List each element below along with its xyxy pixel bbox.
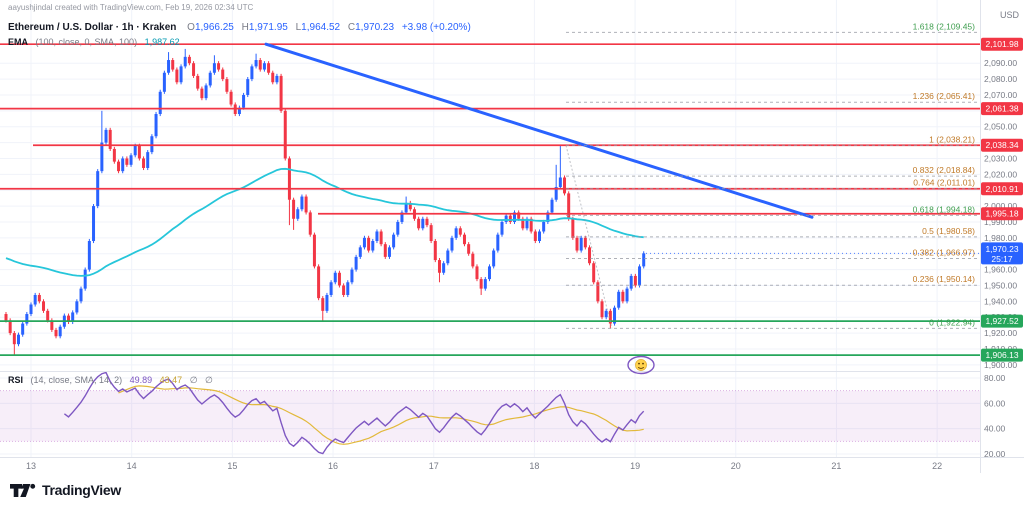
svg-text:2,020.00: 2,020.00 (984, 169, 1017, 179)
ohlc-low-value: 1,964.52 (301, 22, 341, 33)
svg-text:1,950.00: 1,950.00 (984, 280, 1017, 290)
svg-text:1 (2,038.21): 1 (2,038.21) (929, 134, 975, 144)
tradingview-logo-icon (10, 483, 36, 497)
rsi-line (63, 371, 645, 455)
svg-text:0 (1,922.94): 0 (1,922.94) (929, 317, 975, 327)
svg-text:1,960.00: 1,960.00 (984, 265, 1017, 275)
creator-line: aayushjindal created with TradingView.co… (8, 3, 254, 12)
rsi-ma-line (118, 385, 644, 445)
price-badge: 1,995.18 (981, 207, 1023, 221)
ema-legend[interactable]: EMA (100, close, 0, SMA, 100) 1,987.62 (8, 37, 180, 47)
svg-text:80.00: 80.00 (984, 373, 1006, 383)
svg-text:1,970.23: 1,970.23 (985, 244, 1018, 254)
ohlc-high-value: 1,971.95 (248, 22, 288, 33)
rsi-name: RSI (8, 375, 24, 385)
svg-text:2,101.98: 2,101.98 (985, 39, 1018, 49)
tradingview-logo[interactable]: TradingView (10, 482, 121, 498)
svg-text:0.5 (1,980.58): 0.5 (1,980.58) (922, 226, 975, 236)
rsi-legend[interactable]: RSI (14, close, SMA, 14, 2) 49.89 43.47 … (8, 375, 213, 386)
svg-text:0.236 (1,950.14): 0.236 (1,950.14) (913, 274, 976, 284)
descending-trendline[interactable] (264, 42, 814, 219)
svg-text:2,070.00: 2,070.00 (984, 90, 1017, 100)
svg-text:1,927.52: 1,927.52 (985, 316, 1018, 326)
svg-text:0.618 (1,994.18): 0.618 (1,994.18) (913, 204, 976, 214)
svg-text:1,990.00: 1,990.00 (984, 217, 1017, 227)
rsi-band (0, 390, 980, 442)
svg-text:2,061.38: 2,061.38 (985, 104, 1018, 114)
ema-name: EMA (8, 37, 28, 47)
svg-text:1,995.18: 1,995.18 (985, 209, 1018, 219)
svg-text:18: 18 (529, 461, 539, 471)
rsi-value: 49.89 (129, 375, 153, 385)
svg-text:13: 13 (26, 461, 36, 471)
svg-text:17: 17 (429, 461, 439, 471)
svg-text:20: 20 (731, 461, 741, 471)
symbol-title[interactable]: Ethereum / U.S. Dollar · 1h · Kraken (8, 22, 177, 33)
svg-text:2,000.00: 2,000.00 (984, 201, 1017, 211)
svg-text:2,010.91: 2,010.91 (985, 184, 1018, 194)
ema-value: 1,987.62 (144, 37, 180, 47)
face-emoji-icon (627, 355, 655, 375)
ohlc-open-value: 1,966.25 (194, 22, 234, 33)
svg-text:60.00: 60.00 (984, 398, 1006, 408)
price-badge: 2,010.91 (981, 182, 1023, 196)
face-emoji-sticker[interactable] (626, 355, 656, 380)
rsi-ma-value: 43.47 (159, 375, 183, 385)
symbol-legend[interactable]: Ethereum / U.S. Dollar · 1h · Kraken O1,… (8, 22, 471, 33)
svg-text:19: 19 (630, 461, 640, 471)
svg-text:1,906.13: 1,906.13 (985, 350, 1018, 360)
svg-text:40.00: 40.00 (984, 424, 1006, 434)
price-badge: 1,906.13 (981, 348, 1023, 362)
currency-label: USD (1000, 10, 1020, 20)
svg-text:22: 22 (932, 461, 942, 471)
price-badge: 2,101.98 (981, 37, 1023, 51)
price-badge: 2,061.38 (981, 102, 1023, 116)
svg-text:16: 16 (328, 461, 338, 471)
svg-text:2,038.34: 2,038.34 (985, 140, 1018, 150)
svg-text:2,030.00: 2,030.00 (984, 153, 1017, 163)
ema-line (5, 167, 644, 277)
tradingview-logo-text: TradingView (42, 482, 121, 498)
svg-text:25:17: 25:17 (991, 254, 1013, 264)
svg-text:0.382 (1,966.97): 0.382 (1,966.97) (913, 248, 976, 258)
support-lines[interactable] (0, 320, 980, 356)
svg-text:1,940.00: 1,940.00 (984, 296, 1017, 306)
resistance-lines[interactable] (0, 43, 980, 215)
change-value: +3.98 (+0.20%) (401, 22, 471, 33)
candles[interactable] (4, 48, 646, 356)
ohlc-close-value: 1,970.23 (355, 22, 395, 33)
svg-text:2,050.00: 2,050.00 (984, 122, 1017, 132)
svg-text:15: 15 (227, 461, 237, 471)
svg-text:14: 14 (127, 461, 137, 471)
svg-text:21: 21 (831, 461, 841, 471)
rsi-hidden-plot-1: ∅ (189, 375, 198, 385)
fib-retracement[interactable]: 1.618 (2,109.45) 1.236 (2,065.41) 1 (2,038… (565, 21, 978, 329)
ema-params: (100, close, 0, SMA, 100) (35, 37, 138, 47)
price-badge: 2,038.34 (981, 138, 1023, 152)
ohlc-low-label: L (295, 22, 302, 33)
ohlc-high-label: H (241, 22, 249, 33)
price-badge: 1,927.52 (981, 314, 1023, 328)
ohlc-open-label: O (187, 22, 195, 33)
svg-text:1.618 (2,109.45): 1.618 (2,109.45) (913, 21, 976, 31)
rsi-params: (14, close, SMA, 14, 2) (30, 375, 123, 385)
svg-text:1,980.00: 1,980.00 (984, 233, 1017, 243)
svg-text:1.236 (2,065.41): 1.236 (2,065.41) (913, 91, 976, 101)
svg-text:2,080.00: 2,080.00 (984, 74, 1017, 84)
svg-text:0.764 (2,011.01): 0.764 (2,011.01) (913, 178, 975, 188)
svg-text:1,900.00: 1,900.00 (984, 360, 1017, 370)
svg-text:2,090.00: 2,090.00 (984, 58, 1017, 68)
svg-text:0.832 (2,018.84): 0.832 (2,018.84) (913, 165, 976, 175)
time-axis[interactable]: 13 14 15 16 17 18 19 20 21 22 (26, 461, 942, 471)
gridlines (0, 0, 980, 457)
ohlc-close-label: C (347, 22, 356, 33)
svg-text:20.00: 20.00 (984, 449, 1006, 459)
svg-text:1,920.00: 1,920.00 (984, 328, 1017, 338)
rsi-hidden-plot-2: ∅ (205, 375, 213, 385)
